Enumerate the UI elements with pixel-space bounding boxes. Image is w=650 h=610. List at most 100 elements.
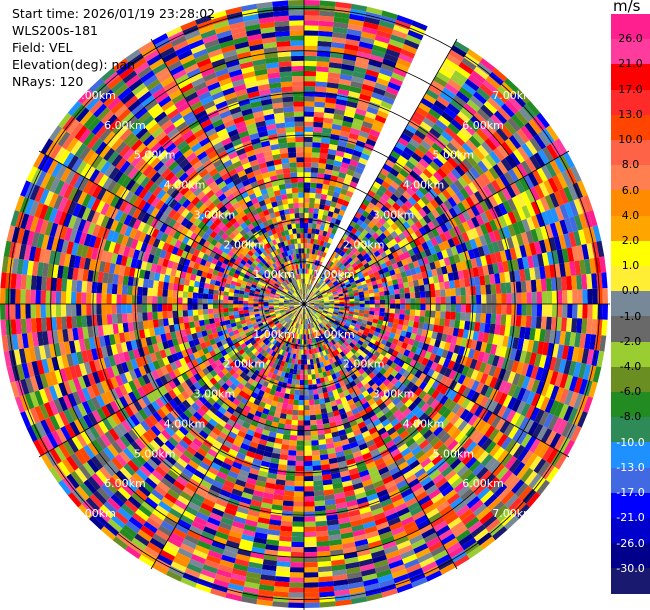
gate-cell <box>308 306 313 310</box>
gate-cell <box>352 317 358 322</box>
gate-cell <box>348 581 364 590</box>
gate-cell <box>306 308 309 314</box>
gate-cell <box>378 360 386 368</box>
gate-cell <box>400 516 415 527</box>
gate-cell <box>253 453 264 461</box>
gate-cell <box>393 67 407 78</box>
gate-cell <box>450 311 456 320</box>
gate-cell <box>180 577 197 588</box>
gate-cell <box>325 359 331 366</box>
gate-cell <box>359 309 365 314</box>
gate-cell <box>333 579 349 587</box>
gate-cell <box>450 443 463 455</box>
gate-cell <box>572 304 578 319</box>
gate-cell <box>351 407 360 416</box>
gate-cell <box>460 304 467 313</box>
gate-cell <box>519 245 527 258</box>
gate-cell <box>307 364 311 370</box>
gate-cell <box>486 182 498 196</box>
gate-cell <box>457 176 468 188</box>
gate-cell <box>337 140 348 148</box>
gate-cell <box>326 280 332 285</box>
gate-cell <box>307 289 310 295</box>
gate-cell <box>356 438 366 446</box>
gate-cell <box>374 516 388 526</box>
gate-cell <box>369 296 375 301</box>
gate-cell <box>409 534 424 545</box>
gate-cell <box>413 396 423 406</box>
gate-cell <box>476 175 487 189</box>
gate-cell <box>316 266 321 272</box>
gate-cell <box>331 431 340 438</box>
gate-cell <box>352 256 360 263</box>
gate-cell <box>311 310 316 315</box>
gate-cell <box>337 315 343 319</box>
gate-cell <box>306 359 311 365</box>
gate-cell <box>455 295 462 304</box>
gate-cell <box>373 331 380 337</box>
gate-cell <box>371 239 379 247</box>
gate-cell <box>212 480 224 490</box>
gate-cell <box>459 320 466 330</box>
gate-cell <box>545 162 557 178</box>
gate-cell <box>566 247 575 262</box>
gate-cell <box>422 323 430 331</box>
gate-cell <box>271 452 281 460</box>
gate-cell <box>305 288 307 294</box>
gate-cell <box>380 168 390 177</box>
gate-cell <box>254 410 263 418</box>
gate-cell <box>549 222 559 238</box>
gate-cell <box>450 74 465 87</box>
gate-cell <box>308 258 312 264</box>
gate-cell <box>372 512 386 521</box>
gate-cell <box>344 255 351 261</box>
gate-cell <box>334 302 340 304</box>
gate-cell <box>314 301 320 303</box>
gate-cell <box>290 363 295 370</box>
gate-cell <box>454 279 461 289</box>
gate-cell <box>349 324 355 330</box>
gate-cell <box>221 554 236 564</box>
gate-cell <box>298 405 304 411</box>
gate-cell <box>253 398 261 406</box>
gate-cell <box>465 304 472 313</box>
gate-cell <box>398 265 406 273</box>
gate-cell <box>371 92 384 101</box>
gate-cell <box>520 191 531 206</box>
gate-cell <box>464 277 471 288</box>
gate-cell <box>361 364 369 372</box>
gate-cell <box>300 329 303 335</box>
gate-cell <box>591 241 600 258</box>
gate-cell <box>562 304 568 318</box>
gate-cell <box>402 221 411 230</box>
gate-cell <box>447 360 456 370</box>
gate-cell <box>304 334 306 340</box>
gate-cell <box>337 460 348 468</box>
gate-cell <box>324 343 330 350</box>
gate-cell <box>396 340 404 348</box>
gate-cell <box>483 100 498 115</box>
gate-cell <box>386 172 397 181</box>
gate-cell <box>509 152 521 166</box>
gate-cell <box>296 369 301 375</box>
gate-cell <box>469 151 482 164</box>
gate-cell <box>266 441 275 448</box>
gate-cell <box>470 286 476 296</box>
gate-cell <box>394 288 400 295</box>
gate-cell <box>336 316 342 321</box>
gate-cell <box>373 119 385 129</box>
gate-cell <box>275 432 284 440</box>
gate-cell <box>510 314 517 327</box>
gate-cell <box>526 377 536 392</box>
gate-cell <box>472 463 485 476</box>
gate-cell <box>445 411 456 422</box>
gate-cell <box>375 410 385 419</box>
gate-cell <box>368 243 375 250</box>
gate-cell <box>394 380 403 389</box>
gate-cell <box>312 142 321 148</box>
gate-cell <box>333 16 350 24</box>
gate-cell <box>283 334 288 341</box>
gate-cell <box>245 519 258 527</box>
gate-cell <box>351 477 362 486</box>
gate-cell <box>382 266 390 274</box>
